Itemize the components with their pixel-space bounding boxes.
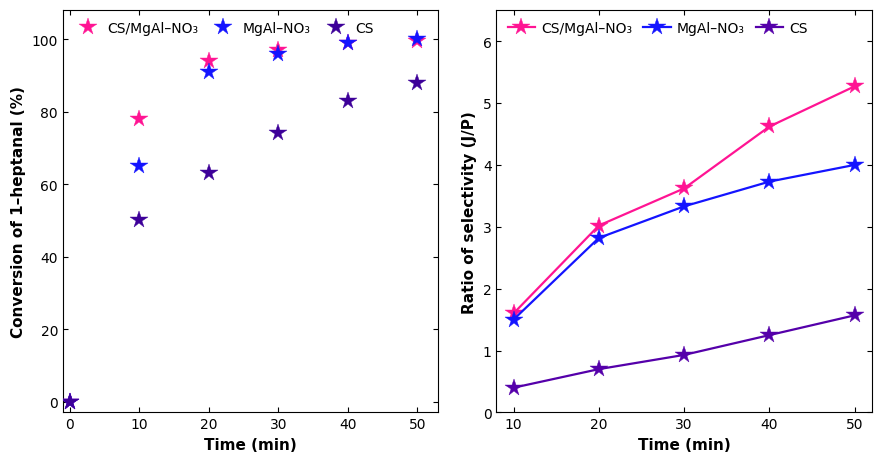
Y-axis label: Conversion of 1–heptanal (%): Conversion of 1–heptanal (%) <box>12 86 26 338</box>
MgAl–NO₃ <box>594 236 604 241</box>
MgAl–NO₃ <box>134 164 144 169</box>
CS <box>65 399 75 405</box>
CS <box>850 313 860 319</box>
CS/MgAl–NO₃ <box>343 41 354 46</box>
Line: CS: CS <box>504 307 864 397</box>
CS <box>509 385 519 391</box>
CS <box>273 131 284 137</box>
CS <box>764 332 774 338</box>
CS <box>204 171 214 176</box>
CS <box>679 352 689 358</box>
MgAl–NO₃ <box>204 70 214 75</box>
Line: CS/MgAl–NO₃: CS/MgAl–NO₃ <box>61 33 426 411</box>
CS <box>412 81 423 86</box>
Line: CS/MgAl–NO₃: CS/MgAl–NO₃ <box>504 78 864 323</box>
Y-axis label: Ratio of selectivity (J/P): Ratio of selectivity (J/P) <box>462 111 478 313</box>
CS <box>594 367 604 372</box>
CS/MgAl–NO₃ <box>273 48 284 54</box>
CS/MgAl–NO₃ <box>594 223 604 229</box>
CS <box>134 218 144 224</box>
CS/MgAl–NO₃ <box>509 311 519 317</box>
MgAl–NO₃ <box>509 317 519 323</box>
CS/MgAl–NO₃ <box>204 59 214 64</box>
Line: CS: CS <box>61 75 426 411</box>
Legend: CS/MgAl–NO₃, MgAl–NO₃, CS: CS/MgAl–NO₃, MgAl–NO₃, CS <box>70 18 378 40</box>
MgAl–NO₃ <box>764 179 774 185</box>
Legend: CS/MgAl–NO₃, MgAl–NO₃, CS: CS/MgAl–NO₃, MgAl–NO₃, CS <box>503 18 812 40</box>
Line: MgAl–NO₃: MgAl–NO₃ <box>61 31 426 411</box>
MgAl–NO₃ <box>679 204 689 210</box>
MgAl–NO₃ <box>850 163 860 168</box>
CS/MgAl–NO₃ <box>679 186 689 192</box>
X-axis label: Time (min): Time (min) <box>638 437 731 452</box>
CS/MgAl–NO₃ <box>65 399 75 405</box>
Line: MgAl–NO₃: MgAl–NO₃ <box>504 156 864 329</box>
X-axis label: Time (min): Time (min) <box>205 437 297 452</box>
CS/MgAl–NO₃ <box>412 39 423 44</box>
MgAl–NO₃ <box>343 41 354 46</box>
MgAl–NO₃ <box>65 399 75 405</box>
MgAl–NO₃ <box>412 37 423 43</box>
MgAl–NO₃ <box>273 52 284 57</box>
CS/MgAl–NO₃ <box>850 84 860 90</box>
CS/MgAl–NO₃ <box>764 125 774 130</box>
CS/MgAl–NO₃ <box>134 117 144 122</box>
CS <box>343 99 354 104</box>
